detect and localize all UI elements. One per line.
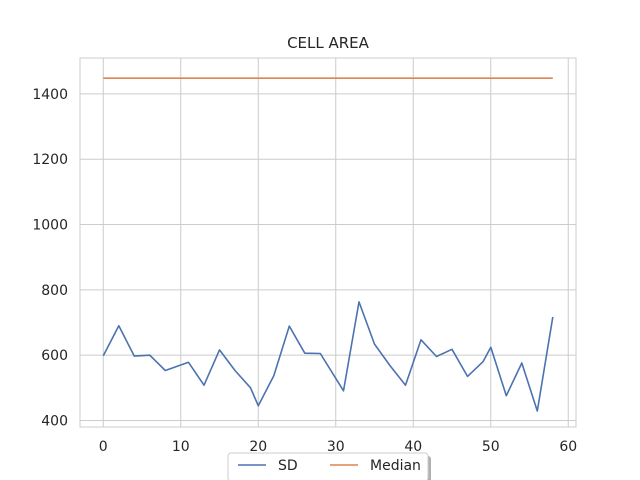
x-tick-label: 30 — [327, 439, 345, 455]
grid — [80, 58, 576, 427]
y-tick-label: 1200 — [32, 152, 68, 168]
series-line-sd — [102, 301, 554, 412]
y-tick-label: 1400 — [32, 87, 68, 103]
legend-label-median: Median — [370, 458, 421, 474]
y-tick-label: 400 — [41, 413, 68, 429]
y-tick-label: 800 — [41, 283, 68, 299]
series-group — [102, 77, 554, 412]
y-tick-label: 1000 — [32, 218, 68, 234]
chart-title: CELL AREA — [287, 34, 370, 52]
legend: SD Median — [227, 452, 431, 480]
axis-ticks: 0 10 20 30 40 50 60 400 600 800 1000 1200 1400 — [32, 87, 577, 455]
legend-label-sd: SD — [278, 458, 298, 474]
legend-box — [227, 452, 429, 480]
plot-frame — [79, 57, 577, 428]
x-tick-label: 10 — [172, 439, 190, 455]
y-tick-label: 600 — [41, 348, 68, 364]
x-tick-label: 60 — [559, 439, 577, 455]
x-tick-label: 40 — [404, 439, 422, 455]
x-tick-label: 50 — [482, 439, 500, 455]
x-tick-label: 20 — [249, 439, 267, 455]
x-tick-label: 0 — [99, 439, 108, 455]
